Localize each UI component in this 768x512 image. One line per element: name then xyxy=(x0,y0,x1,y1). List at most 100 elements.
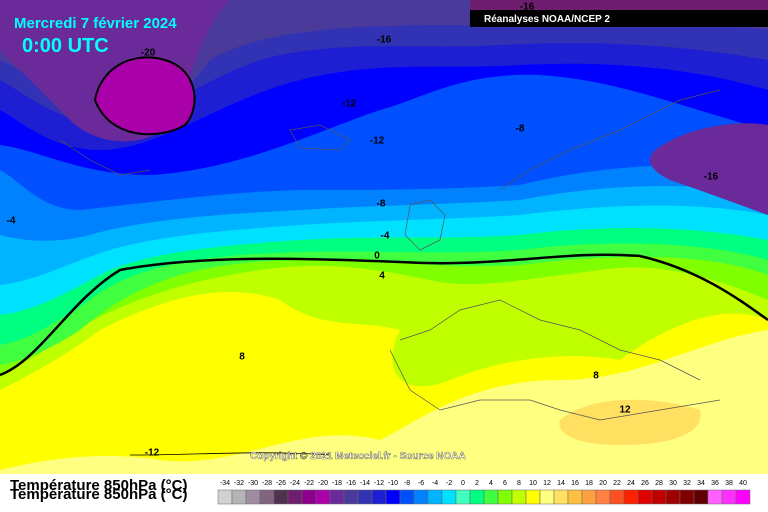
contour-label: -4 xyxy=(381,231,390,242)
legend-swatch xyxy=(259,489,275,505)
legend-label: 26 xyxy=(641,480,649,487)
legend-swatch xyxy=(301,489,317,505)
legend-swatch xyxy=(413,489,429,505)
legend-swatch xyxy=(567,489,583,505)
contour-label: -8 xyxy=(516,124,525,135)
legend-label: 34 xyxy=(697,480,705,487)
legend-label: 40 xyxy=(739,480,747,487)
legend-label: 12 xyxy=(543,480,551,487)
legend-swatch xyxy=(371,489,387,505)
legend-swatch xyxy=(693,489,709,505)
legend-label: -18 xyxy=(332,480,342,487)
legend-swatch xyxy=(231,489,247,505)
legend-label: -32 xyxy=(234,480,244,487)
legend-label: -24 xyxy=(290,480,300,487)
legend-label: -16 xyxy=(346,480,356,487)
contour-label: -12 xyxy=(342,99,357,110)
legend-swatch xyxy=(581,489,597,505)
coastlines xyxy=(59,89,721,421)
legend-swatch xyxy=(483,489,499,505)
copyright: Copyright © 2021 Meteociel.fr - Source N… xyxy=(250,451,466,462)
legend-swatch xyxy=(707,489,723,505)
zero-isotherm xyxy=(0,253,768,377)
source: Réanalyses NOAA/NCEP 2 xyxy=(484,14,610,25)
legend-label: 10 xyxy=(529,480,537,487)
legend-label: -34 xyxy=(220,480,230,487)
legend-label: 16 xyxy=(571,480,579,487)
legend-label: -30 xyxy=(248,480,258,487)
contour-label: 4 xyxy=(379,271,385,282)
legend-scale: -34 -32 -30 -28 -26 -24 -22 -20 -18 -16 -14 -12 -10-… xyxy=(217,480,751,505)
contour-label: 8 xyxy=(593,371,599,382)
legend-swatch xyxy=(525,489,541,505)
contour-label: 12 xyxy=(619,405,631,416)
date-title: Mercredi 7 février 2024 xyxy=(14,15,177,32)
contour-label: -20 xyxy=(141,48,156,59)
legend-label: 28 xyxy=(655,480,663,487)
contour-label: -12 xyxy=(370,136,385,147)
legend-label: 22 xyxy=(613,480,621,487)
legend-swatch xyxy=(217,489,233,505)
legend-label: 0 xyxy=(461,480,465,487)
legend-swatch xyxy=(595,489,611,505)
legend-label: -20 xyxy=(318,480,328,487)
legend-swatch xyxy=(623,489,639,505)
temperature-field xyxy=(0,0,768,476)
contour-label: -16 xyxy=(377,35,392,46)
legend-label: -26 xyxy=(276,480,286,487)
legend-label: 2 xyxy=(475,480,479,487)
legend-label: -22 xyxy=(304,480,314,487)
legend-label: 8 xyxy=(517,480,521,487)
legend-swatch xyxy=(245,489,261,505)
legend-label: 38 xyxy=(725,480,733,487)
legend-swatch xyxy=(539,489,555,505)
legend-swatch xyxy=(721,489,737,505)
legend-swatch xyxy=(637,489,653,505)
legend-swatch xyxy=(399,489,415,505)
contour-label: -16 xyxy=(704,172,719,183)
legend-swatch xyxy=(553,489,569,505)
legend-swatch xyxy=(469,489,485,505)
legend-swatch xyxy=(609,489,625,505)
legend-swatch xyxy=(679,489,695,505)
legend-swatch xyxy=(315,489,331,505)
legend-label: -6 xyxy=(418,480,424,487)
legend-swatch xyxy=(441,489,457,505)
time: 0:00 UTC xyxy=(22,35,109,57)
contour-label: -8 xyxy=(377,199,386,210)
contour-label: -12 xyxy=(145,448,160,459)
legend-swatch xyxy=(357,489,373,505)
legend-label: -12 xyxy=(374,480,384,487)
legend-title: Température 850hPa (°C) xyxy=(10,477,187,494)
legend-label: 32 xyxy=(683,480,691,487)
contour-label: -4 xyxy=(7,216,16,227)
legend-swatch xyxy=(665,489,681,505)
legend-label: -14 xyxy=(360,480,370,487)
legend-swatch xyxy=(329,489,345,505)
legend-swatch xyxy=(651,489,667,505)
contour-label: 8 xyxy=(239,352,245,363)
legend-swatch xyxy=(273,489,289,505)
legend-swatch xyxy=(343,489,359,505)
legend-label: 30 xyxy=(669,480,677,487)
legend-label: -8 xyxy=(404,480,410,487)
contour-label: -16 xyxy=(520,2,535,13)
legend-label: -28 xyxy=(262,480,272,487)
legend-title-shadow: Température 850hPa (°C) xyxy=(10,486,187,503)
contour-label: 0 xyxy=(374,251,380,262)
legend-label: -4 xyxy=(432,480,438,487)
legend-swatch xyxy=(427,489,443,505)
legend-label: 20 xyxy=(599,480,607,487)
legend-label: -10 xyxy=(388,480,398,487)
legend-swatch xyxy=(497,489,513,505)
isotherm xyxy=(129,452,331,456)
legend-swatch xyxy=(385,489,401,505)
legend-swatch xyxy=(511,489,527,505)
source-banner xyxy=(470,10,768,27)
legend-swatch xyxy=(287,489,303,505)
contour-labels: -16 -20 -16 -12 -12 -8 -8 -16 -4 -4 0 4 … xyxy=(7,2,719,459)
legend-label: -2 xyxy=(446,480,452,487)
legend-swatch xyxy=(455,489,471,505)
legend-swatch xyxy=(735,489,751,505)
